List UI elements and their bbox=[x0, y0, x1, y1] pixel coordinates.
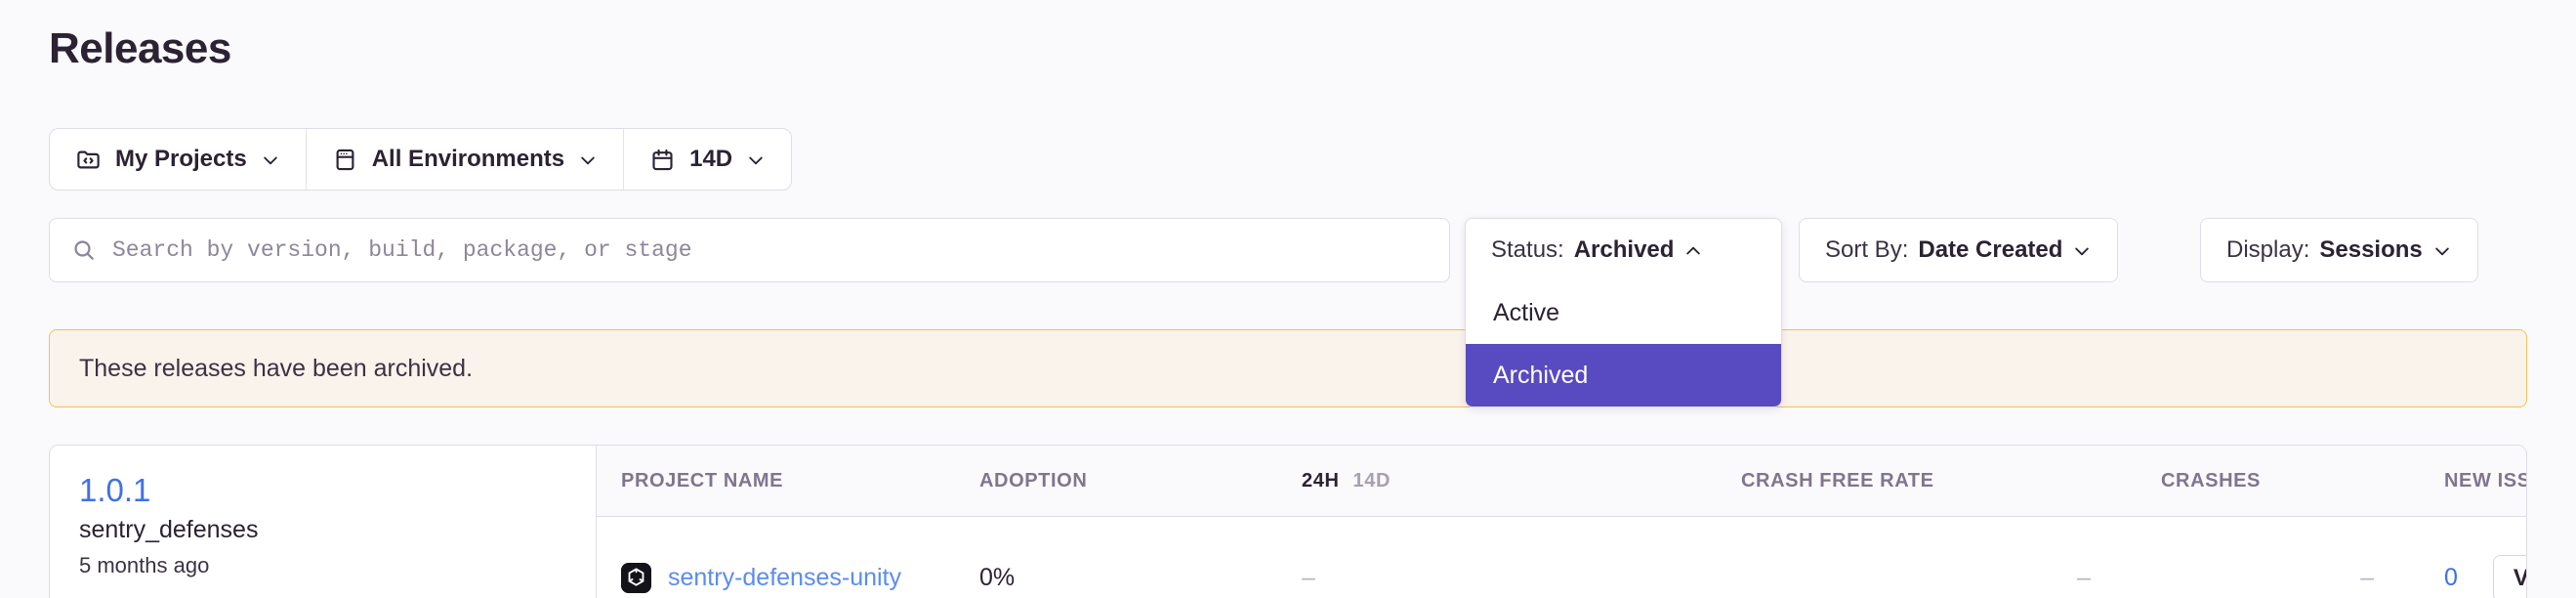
unity-icon bbox=[621, 563, 651, 593]
column-header-project-name: PROJECT NAME bbox=[621, 469, 784, 491]
display-prefix-label: Display: bbox=[2226, 236, 2310, 263]
status-option-label: Archived bbox=[1493, 361, 1589, 389]
chevron-down-icon bbox=[746, 150, 766, 169]
table-header-row: PROJECT NAME ADOPTION 24H 14D CRASH FREE… bbox=[597, 446, 2526, 517]
window-toggle-24h[interactable]: 24H bbox=[1302, 469, 1340, 491]
adoption-window-cell: – bbox=[1302, 564, 1741, 592]
search-placeholder: Search by version, build, package, or st… bbox=[112, 237, 692, 263]
release-version-link[interactable]: 1.0.1 bbox=[79, 472, 151, 508]
adoption-window-value: – bbox=[1302, 564, 1315, 591]
release-date: 5 months ago bbox=[79, 552, 210, 577]
new-issues-value[interactable]: 0 bbox=[2444, 564, 2458, 591]
search-input[interactable]: Search by version, build, package, or st… bbox=[49, 218, 1450, 282]
environment-filter-button[interactable]: All Environments bbox=[305, 129, 623, 190]
global-filter-bar: My Projects All Environments bbox=[49, 128, 793, 191]
view-button[interactable]: View bbox=[2492, 554, 2526, 598]
column-header-window-toggle: 24H 14D bbox=[1302, 470, 1741, 492]
status-option-label: Active bbox=[1493, 298, 1560, 326]
status-dropdown-panel: Status: Archived Active Archived bbox=[1465, 218, 1782, 407]
status-filter: Status: Archived Active Archived bbox=[1465, 218, 1782, 407]
datetime-filter-button[interactable]: 14D bbox=[623, 129, 791, 190]
calendar-icon bbox=[649, 147, 676, 173]
sort-by-dropdown[interactable]: Sort By: Date Created bbox=[1799, 218, 2119, 282]
page-title: Releases bbox=[49, 24, 231, 72]
adoption-value: 0% bbox=[979, 564, 1016, 591]
new-issues-cell: 0 View bbox=[2444, 554, 2526, 598]
project-folder-icon bbox=[75, 147, 102, 173]
datetime-filter-label: 14D bbox=[689, 146, 733, 172]
archived-alert-banner: These releases have been archived. bbox=[49, 329, 2527, 407]
chevron-down-icon bbox=[2432, 240, 2452, 260]
chevron-up-icon bbox=[1683, 240, 1703, 260]
sort-by-value: Date Created bbox=[1918, 236, 2063, 263]
archived-alert-text: These releases have been archived. bbox=[79, 354, 474, 382]
status-option-active[interactable]: Active bbox=[1466, 281, 1781, 344]
release-card: 1.0.1 sentry_defenses 5 months ago PROJE… bbox=[49, 445, 2527, 598]
project-filter-label: My Projects bbox=[115, 146, 247, 172]
status-prefix-label: Status: bbox=[1491, 236, 1564, 263]
release-summary: 1.0.1 sentry_defenses 5 months ago bbox=[50, 446, 597, 598]
project-filter-button[interactable]: My Projects bbox=[50, 129, 306, 190]
search-icon bbox=[71, 237, 97, 263]
window-icon bbox=[332, 147, 358, 173]
crash-free-rate-value: – bbox=[2077, 564, 2091, 591]
status-dropdown-trigger[interactable]: Status: Archived bbox=[1466, 219, 1781, 281]
column-header-new-issues: NEW ISSUES bbox=[2444, 469, 2526, 491]
display-value: Sessions bbox=[2319, 236, 2423, 263]
display-dropdown[interactable]: Display: Sessions bbox=[2200, 218, 2478, 282]
chevron-down-icon bbox=[2072, 240, 2092, 260]
table-row: sentry-defenses-unity 0% – – – 0 View bbox=[597, 517, 2526, 598]
sort-by-prefix-label: Sort By: bbox=[1825, 236, 1909, 263]
release-projects-table: PROJECT NAME ADOPTION 24H 14D CRASH FREE… bbox=[597, 446, 2526, 598]
column-header-crashes: CRASHES bbox=[2161, 469, 2261, 491]
column-header-adoption: ADOPTION bbox=[979, 469, 1088, 491]
project-cell: sentry-defenses-unity bbox=[597, 563, 979, 593]
crashes-cell: – bbox=[2161, 564, 2444, 592]
status-selected-value: Archived bbox=[1573, 236, 1675, 263]
chevron-down-icon bbox=[261, 150, 280, 169]
release-project-name: sentry_defenses bbox=[79, 515, 259, 543]
crashes-value: – bbox=[2360, 564, 2374, 591]
window-toggle-14d[interactable]: 14D bbox=[1352, 469, 1391, 491]
crash-free-rate-cell: – bbox=[1741, 564, 2161, 592]
project-link[interactable]: sentry-defenses-unity bbox=[668, 564, 902, 591]
column-header-crash-free-rate: CRASH FREE RATE bbox=[1741, 469, 1934, 491]
status-option-archived[interactable]: Archived bbox=[1466, 344, 1781, 406]
environment-filter-label: All Environments bbox=[371, 146, 565, 172]
chevron-down-icon bbox=[578, 150, 598, 169]
